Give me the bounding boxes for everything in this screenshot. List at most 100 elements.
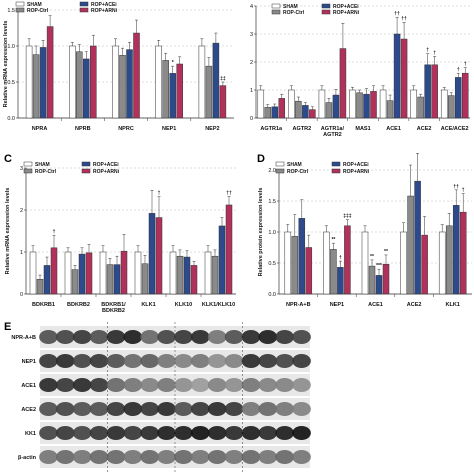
blot-band bbox=[72, 401, 92, 417]
bar bbox=[112, 45, 119, 119]
blot-band bbox=[174, 329, 193, 345]
x-tick-label: ACE/ACE2 bbox=[441, 126, 469, 132]
blot-band bbox=[140, 377, 159, 393]
bar bbox=[407, 195, 414, 295]
blot-band bbox=[106, 329, 126, 345]
blot-band bbox=[123, 449, 143, 465]
bar bbox=[176, 63, 183, 119]
bar bbox=[330, 249, 337, 295]
y-tick-label: 0.0 bbox=[7, 116, 15, 122]
blot-band bbox=[140, 425, 159, 441]
legend-label: ROP-Ctrl bbox=[35, 169, 57, 175]
y-tick-label: 0.0 bbox=[268, 292, 276, 298]
bar bbox=[141, 263, 149, 295]
bar bbox=[323, 231, 330, 295]
bar bbox=[379, 89, 387, 119]
blot-band bbox=[241, 353, 261, 369]
bar bbox=[78, 253, 86, 295]
blot-band bbox=[56, 401, 75, 417]
blot-band bbox=[207, 449, 227, 465]
bar bbox=[219, 85, 227, 119]
blot-band bbox=[157, 425, 176, 441]
blot-band bbox=[72, 377, 92, 393]
blot-band bbox=[224, 329, 244, 345]
y-tick-label: 3 bbox=[250, 32, 253, 38]
bar bbox=[375, 275, 383, 295]
bar bbox=[417, 96, 424, 119]
x-tick-label: KLK1 bbox=[141, 302, 155, 308]
legend-label: ROP+ARNi bbox=[91, 8, 118, 14]
bar bbox=[298, 218, 306, 295]
significance-marker: †† bbox=[226, 191, 232, 197]
significance-marker: † bbox=[339, 255, 342, 261]
blot-label: NPR-A+B bbox=[11, 335, 36, 341]
y-axis-label: Relative mRNA expression levels bbox=[5, 188, 11, 275]
bar bbox=[120, 250, 128, 295]
bar bbox=[421, 234, 428, 295]
bar bbox=[257, 89, 265, 119]
bar bbox=[332, 94, 340, 119]
bar bbox=[452, 205, 460, 295]
x-tick-label: NPR-A+B bbox=[286, 302, 311, 308]
bar bbox=[339, 48, 347, 119]
bar bbox=[440, 89, 448, 119]
legend-swatch bbox=[321, 3, 331, 9]
blot-band bbox=[56, 353, 75, 369]
bar bbox=[69, 45, 76, 119]
blot-band bbox=[140, 353, 159, 369]
y-axis-label: Relative mRNA expression levels bbox=[3, 21, 9, 108]
blot-band bbox=[140, 401, 159, 417]
legend-label: ROP-Ctrl bbox=[27, 8, 49, 14]
blot-band bbox=[191, 401, 210, 417]
bar bbox=[370, 91, 377, 119]
significance-marker: † bbox=[53, 229, 56, 235]
blot-band bbox=[39, 377, 58, 393]
western-blot-panel: E NPR-A+B NEP1 ACE1 ACE2 KK1 β-actin bbox=[4, 321, 311, 472]
significance-marker: * bbox=[172, 60, 174, 66]
blot-band bbox=[224, 401, 244, 417]
legend-label: SHAM bbox=[35, 162, 50, 168]
bar bbox=[39, 47, 47, 119]
blot-band bbox=[292, 401, 311, 417]
x-tick-label: AGTR2 bbox=[323, 132, 342, 138]
bar bbox=[225, 204, 233, 295]
bar bbox=[264, 107, 272, 119]
blot-band bbox=[258, 377, 278, 393]
y-tick-label: 0.5 bbox=[268, 261, 276, 267]
blot-band bbox=[292, 353, 311, 369]
significance-marker: † bbox=[158, 191, 161, 197]
bar bbox=[368, 265, 376, 295]
bar bbox=[155, 45, 162, 119]
bar bbox=[414, 180, 421, 295]
legend-swatch bbox=[271, 9, 281, 15]
bar bbox=[295, 100, 302, 119]
panel-d-chart: 0.0 0.5 1.0 1.5 2.0 Relative protein expressi… bbox=[258, 153, 472, 308]
blot-band bbox=[72, 425, 92, 441]
legend-label: SHAM bbox=[283, 4, 298, 10]
x-tick-label: AGTR1a/ bbox=[321, 126, 345, 132]
y-tick-label: 0 bbox=[250, 116, 253, 122]
blot-band bbox=[123, 329, 143, 345]
x-tick-label: MAS1 bbox=[355, 126, 370, 132]
legend-label: ROP-Ctrl bbox=[283, 10, 305, 16]
legend-label: ROP+ARNi bbox=[333, 10, 360, 16]
bar bbox=[106, 264, 114, 295]
bar bbox=[32, 54, 40, 119]
blot-band bbox=[157, 401, 176, 417]
bar bbox=[356, 92, 363, 119]
blot-band bbox=[191, 425, 210, 441]
bar bbox=[363, 93, 370, 119]
blot-band bbox=[39, 329, 58, 345]
legend-label: ROP+ACEi bbox=[91, 2, 117, 8]
y-tick-label: 1 bbox=[250, 88, 253, 94]
bar bbox=[302, 105, 309, 119]
x-tick-label: ACE1 bbox=[386, 126, 401, 132]
significance-marker: †† bbox=[453, 184, 459, 190]
x-tick-label: BDKRB1/ bbox=[101, 302, 126, 308]
x-tick-label: AGTR1a bbox=[260, 126, 283, 132]
bar bbox=[190, 265, 198, 295]
blot-band bbox=[292, 329, 311, 345]
blot-band bbox=[275, 449, 294, 465]
blot-band bbox=[224, 353, 244, 369]
y-tick-label: 2.0 bbox=[268, 168, 276, 174]
